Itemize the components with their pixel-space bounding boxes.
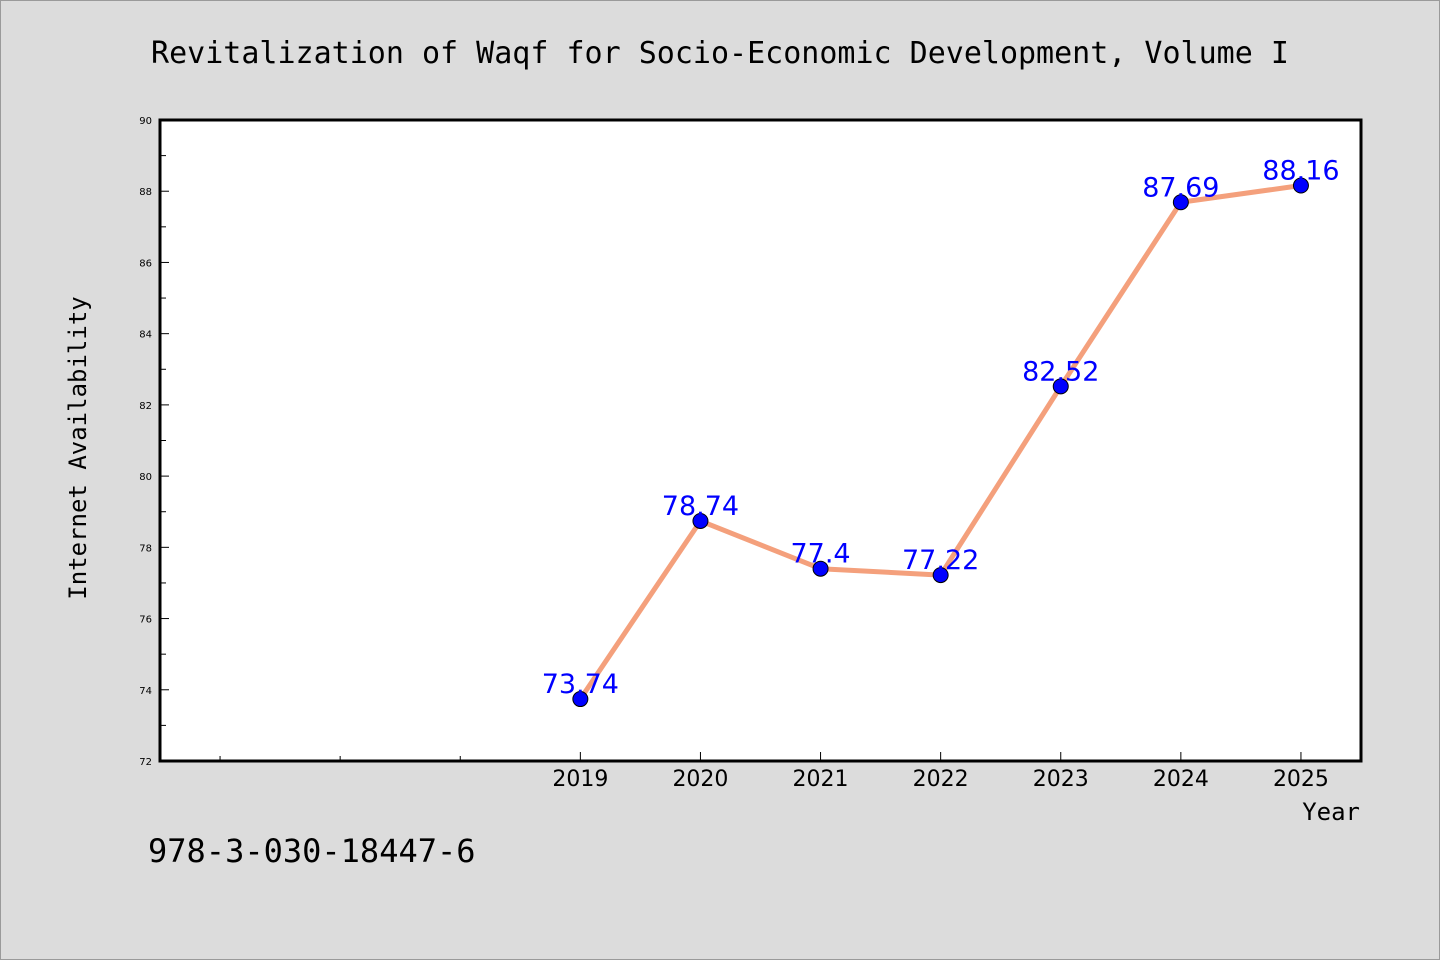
x-tick-label: 2020 (672, 767, 728, 792)
y-tick-label: 78 (139, 543, 152, 554)
y-tick-label: 88 (139, 187, 152, 198)
x-tick-label: 2022 (913, 767, 969, 792)
x-axis: 2019 2020 2021 2022 2023 2024 2025 (219, 752, 1329, 792)
y-tick-label: 74 (139, 686, 152, 697)
data-point-marker (1292, 177, 1309, 194)
data-point-marker (1172, 194, 1189, 211)
y-tick-label: 80 (139, 472, 152, 483)
x-axis-label: Year (1302, 798, 1360, 826)
data-label: 82.52 (1022, 356, 1099, 387)
y-tick-label: 72 (139, 757, 152, 768)
data-label: 77.22 (902, 545, 979, 576)
data-labels: 73.74 78.74 77.4 77.22 82.52 87.69 88.16 (542, 156, 1340, 701)
data-label: 78.74 (662, 491, 739, 522)
x-tick-label: 2025 (1273, 767, 1329, 792)
markers (572, 177, 1309, 708)
data-label: 73.74 (542, 669, 619, 700)
x-tick-label: 2023 (1033, 767, 1089, 792)
y-tick-label: 82 (139, 401, 152, 412)
isbn-text: 978-3-030-18447-6 (148, 832, 476, 870)
data-point-marker (1052, 378, 1069, 395)
y-tick-label: 86 (139, 258, 152, 269)
data-point-marker (932, 567, 949, 584)
data-point-marker (812, 560, 829, 577)
data-label: 87.69 (1142, 172, 1219, 203)
data-point-marker (572, 691, 589, 708)
x-tick-label: 2024 (1153, 767, 1209, 792)
plot-area (158, 118, 1363, 763)
data-label: 88.16 (1262, 156, 1339, 187)
y-tick-label: 84 (139, 330, 152, 341)
x-tick-label: 2021 (793, 767, 849, 792)
x-tick-label: 2019 (552, 767, 608, 792)
chart-title: Revitalization of Waqf for Socio-Economi… (151, 36, 1289, 71)
y-axis-label: Internet Availability (64, 296, 92, 599)
data-point-marker (692, 512, 709, 529)
y-tick-label: 76 (139, 615, 152, 626)
y-tick-label: 90 (139, 116, 152, 127)
data-label: 77.4 (790, 539, 850, 570)
y-axis: 72 74 76 78 80 82 84 86 88 90 (139, 116, 169, 768)
